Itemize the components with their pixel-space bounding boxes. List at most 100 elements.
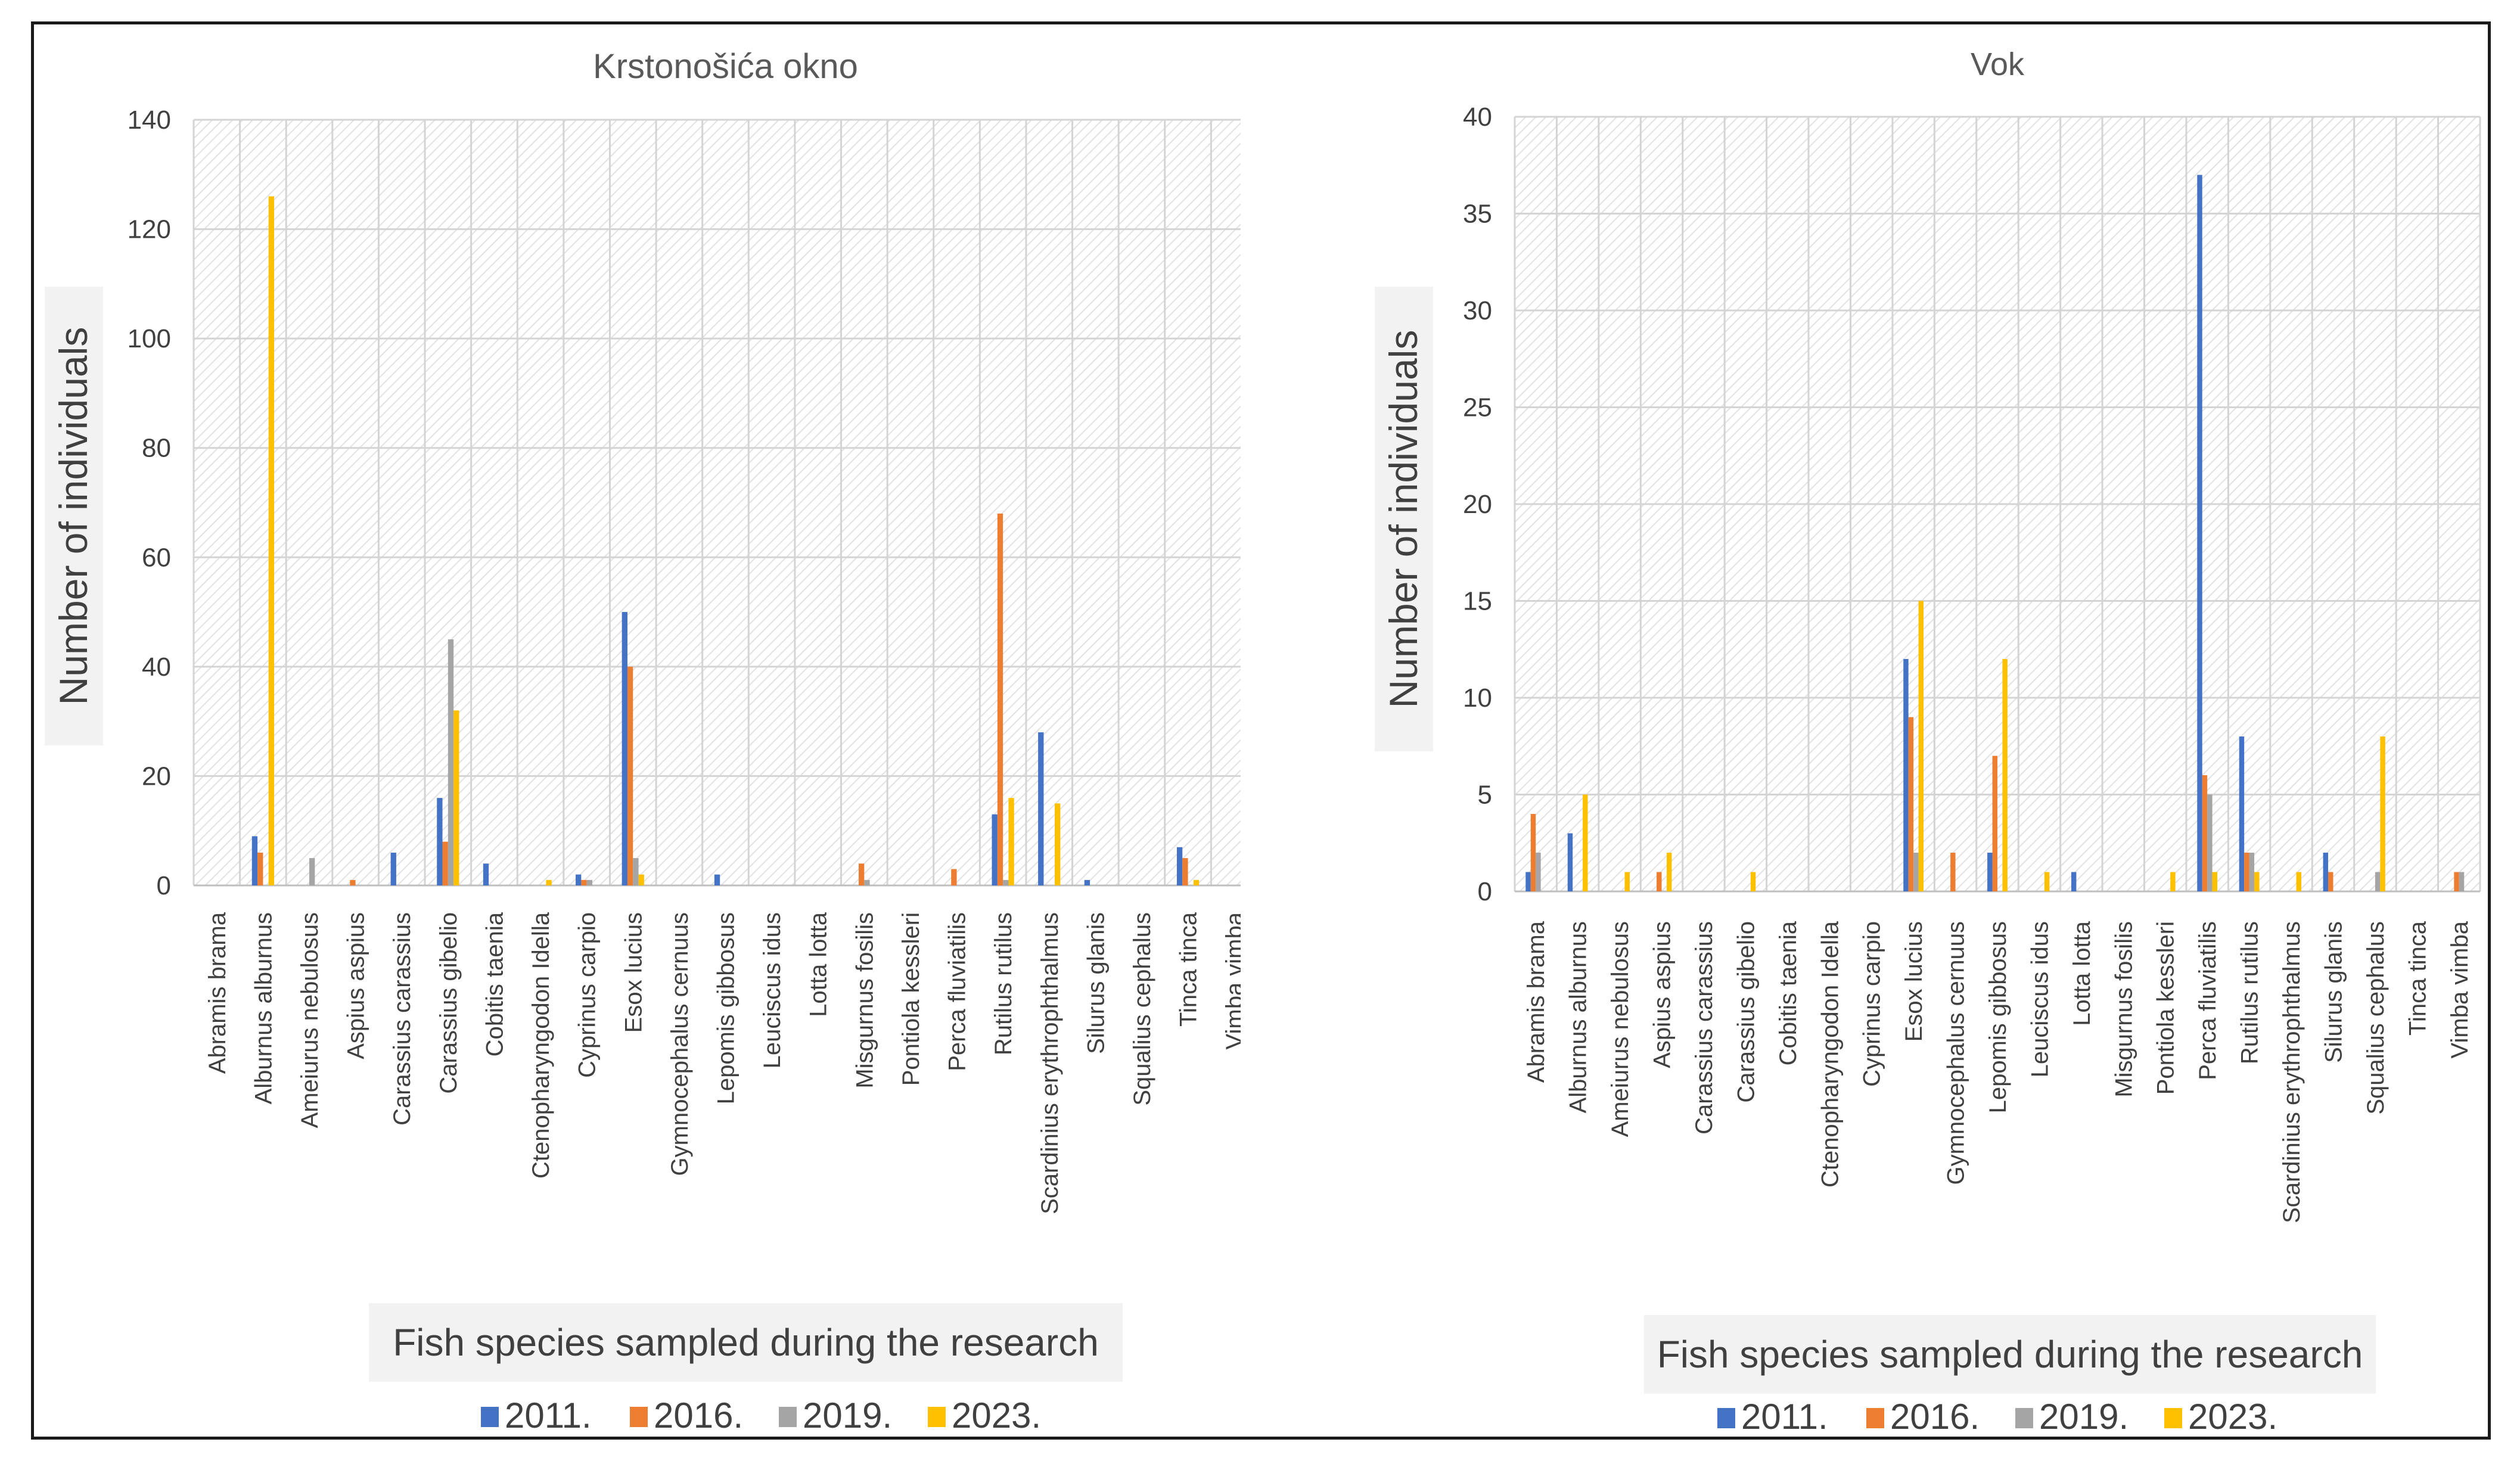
bar xyxy=(859,863,865,885)
bar xyxy=(2459,872,2465,891)
bar xyxy=(2071,872,2077,891)
x-tick-label: Pontiola kessleri xyxy=(898,912,924,1086)
y-tick-label: 20 xyxy=(1463,490,1492,519)
x-tick-label: Abramis brama xyxy=(1523,921,1549,1083)
x-tick-label: Leuciscus idus xyxy=(2027,921,2053,1077)
y-tick-label: 30 xyxy=(1463,296,1492,325)
x-tick-label: Perca fluviatilis xyxy=(2195,921,2221,1080)
x-tick-label: Perca fluviatilis xyxy=(944,912,971,1071)
chart-title: Krstonošića okno xyxy=(593,47,858,86)
x-tick-label: Pontiola kessleri xyxy=(2153,921,2179,1095)
bar xyxy=(1055,803,1061,885)
bar xyxy=(2202,775,2208,891)
bar xyxy=(1918,601,1924,891)
bar xyxy=(2197,175,2202,891)
bar xyxy=(1950,853,1956,891)
bar xyxy=(2249,853,2255,891)
y-axis-label-box xyxy=(1375,287,1433,751)
x-tick-label: Alburnus alburnus xyxy=(1565,921,1592,1113)
bar xyxy=(1567,833,1573,891)
y-tick-label: 40 xyxy=(142,652,171,682)
x-tick-label: Scardinius erythrophthalmus xyxy=(2279,921,2305,1223)
x-tick-label: Cobitis taenia xyxy=(1775,921,1801,1065)
bar xyxy=(2212,872,2218,891)
x-tick-label: Aspius aspius xyxy=(343,912,369,1059)
x-tick-label: Esox lucius xyxy=(620,912,647,1033)
bar xyxy=(951,869,957,885)
x-tick-label: Silurus glanis xyxy=(1083,912,1109,1054)
x-tick-label: Lotta lotta xyxy=(2069,921,2095,1025)
y-tick-label: 10 xyxy=(1463,683,1492,713)
bar xyxy=(2239,736,2245,891)
bar xyxy=(268,196,275,885)
bar xyxy=(586,879,592,885)
bar xyxy=(2002,659,2008,891)
bar xyxy=(546,879,552,885)
y-tick-label: 0 xyxy=(157,871,171,900)
plot-area xyxy=(194,120,1257,885)
bar xyxy=(2244,853,2249,891)
x-tick-label: Gymnocephalus cernuus xyxy=(1943,921,1969,1185)
y-tick-label: 0 xyxy=(1478,877,1492,906)
bar xyxy=(2375,872,2381,891)
bar xyxy=(442,841,448,885)
x-tick-label: Cyprinus carpio xyxy=(1859,921,1885,1087)
bar xyxy=(453,710,459,885)
x-tick-label: Misgurnus fosilis xyxy=(852,912,878,1089)
legend-label: 2019. xyxy=(2039,1397,2129,1437)
y-tick-label: 140 xyxy=(128,105,171,135)
bar xyxy=(1176,847,1183,885)
bar xyxy=(1530,814,1536,891)
y-axis-label: Number of individuals xyxy=(51,327,95,705)
chart-panel-krstonosica-okno: 0 20 40 60 80 100 120 140 Abramis brama Alburnus … xyxy=(34,24,1259,1443)
x-tick-label: Tinca tinca xyxy=(1176,912,1202,1027)
bar xyxy=(1624,872,1630,891)
x-tick-label: Squalius cephalus xyxy=(2363,921,2389,1115)
bar xyxy=(1193,879,1200,885)
x-axis-label: Fish species sampled during the research xyxy=(1657,1333,2363,1376)
bar xyxy=(992,814,998,885)
x-tick-label: Abramis brama xyxy=(204,912,231,1074)
y-tick-label: 60 xyxy=(142,543,171,572)
bar xyxy=(1987,853,1993,891)
bar xyxy=(1084,879,1090,885)
x-tick-label: Misgurnus fosilis xyxy=(2111,921,2137,1098)
bar xyxy=(2296,872,2301,891)
x-tick-label: Silurus glanis xyxy=(2320,921,2347,1063)
y-tick-label: 80 xyxy=(142,434,171,463)
bar xyxy=(1583,794,1588,891)
x-tick-label: Leuciscus idus xyxy=(759,912,785,1068)
bar xyxy=(257,852,263,885)
x-tick-label: Carassius carassius xyxy=(389,912,415,1126)
y-tick-label: 5 xyxy=(1478,781,1492,810)
legend-label: 2016. xyxy=(1890,1397,1980,1437)
x-tick-label: Squalius cephalus xyxy=(1129,912,1155,1106)
x-tick-label: Tinca tinca xyxy=(2404,921,2431,1036)
bar xyxy=(576,874,582,885)
x-axis-label: Fish species sampled during the research xyxy=(393,1321,1099,1364)
bar xyxy=(1038,732,1044,885)
x-tick-label: Lotta lotta xyxy=(806,912,832,1017)
bar xyxy=(581,879,587,885)
bar xyxy=(1903,659,1909,891)
x-tick-label: Rutilus rutilus xyxy=(990,912,1017,1055)
x-tick-label: Ameiurus nebulosus xyxy=(297,912,323,1128)
bar xyxy=(437,798,443,885)
y-tick-label: 40 xyxy=(1463,102,1492,132)
x-tick-label: Lepomis gibbosus xyxy=(1985,921,2011,1113)
y-tick-label: 20 xyxy=(142,762,171,791)
bar xyxy=(2170,872,2176,891)
y-axis-label: Number of individuals xyxy=(1381,330,1425,708)
x-axis-label-box xyxy=(1644,1315,2376,1394)
figure-frame: 0 20 40 60 80 100 120 140 Abramis brama Alburnus … xyxy=(31,21,2491,1440)
legend-label: 2023. xyxy=(2188,1397,2277,1437)
x-tick-label: Carassius carassius xyxy=(1691,921,1717,1135)
bar xyxy=(1003,879,1009,885)
bar xyxy=(638,874,644,885)
bar xyxy=(864,879,870,885)
bar xyxy=(1525,872,1531,891)
legend-swatch xyxy=(1717,1408,1735,1428)
x-tick-label: Cobitis taenia xyxy=(481,912,508,1056)
bar xyxy=(350,879,356,885)
x-tick-label: Carassius gibelio xyxy=(1733,921,1759,1103)
